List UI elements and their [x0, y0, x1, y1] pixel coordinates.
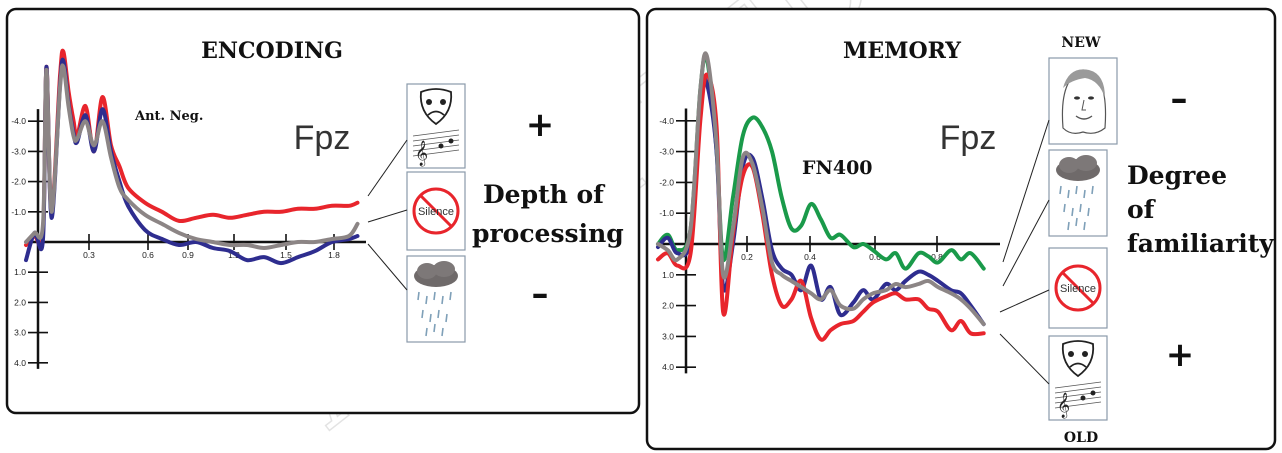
memory-panel: MEMORY Fpz FN400 -4.0 -3.0 -2.0 -1.0 1.0 2.0 3… [645, 7, 1277, 451]
y-tick-label: -2.0 [659, 177, 674, 187]
theater-mask-music-icon: 𝄞 [406, 83, 466, 169]
y-tick-label: 1.0 [662, 270, 674, 280]
memory-plot: -4.0 -3.0 -2.0 -1.0 1.0 2.0 3.0 4.0 0.2 0.4 0.6 0.8 [656, 51, 1000, 374]
encoding-frame [5, 7, 641, 415]
new-label: NEW [1061, 35, 1100, 51]
y-tick-label: 1.0 [14, 267, 26, 277]
connector-line [367, 243, 408, 291]
minus-sign: – [532, 274, 549, 314]
encoding-title: ENCODING [201, 38, 343, 64]
y-tick-label: -1.0 [659, 208, 674, 218]
encoding-panel: ENCODING Fpz Ant. Neg. -4.0 -3.0 -2.0 -1.0 1… [5, 7, 641, 415]
encoding-plot: -4.0-3.0-2.0-1.01.02.03.04.00.3 0.6 0.9 1.2… [11, 48, 366, 369]
y-tick-label: 4.0 [14, 358, 26, 368]
x-tick-label: 0.9 [182, 250, 194, 260]
x-tick-label: 0.6 [142, 250, 154, 260]
familiarity-label-line3: familiarity [1127, 229, 1275, 258]
y-tick-label: -2.0 [11, 177, 26, 187]
erp-trace-gray [656, 51, 986, 327]
y-tick-label: -1.0 [11, 207, 26, 217]
familiarity-label-line1: Degree [1127, 161, 1227, 190]
familiarity-label-line2: of [1127, 195, 1157, 224]
connector-line [367, 209, 408, 223]
minus-sign: – [1171, 79, 1188, 119]
x-tick-label: 0.6 [869, 252, 881, 262]
x-tick-label: 1.5 [280, 250, 292, 260]
erp-trace-blue [656, 74, 986, 327]
plus-sign: + [1166, 335, 1195, 375]
svg-text:𝄞: 𝄞 [1057, 392, 1070, 418]
rain-cloud-icon [406, 255, 466, 343]
face-portrait-icon [1048, 57, 1118, 145]
memory-frame [645, 7, 1277, 451]
memory-title: MEMORY [843, 38, 961, 64]
memory-electrode-label: Fpz [940, 119, 997, 157]
y-tick-label: -4.0 [11, 116, 26, 126]
y-tick-label: 3.0 [662, 331, 674, 341]
silence-label: Silence [418, 206, 454, 218]
x-tick-label: 0.2 [741, 252, 753, 262]
y-tick-label: 2.0 [662, 301, 674, 311]
depth-label-line2: processing [472, 219, 624, 248]
y-tick-label: -3.0 [659, 147, 674, 157]
y-tick-label: -3.0 [11, 146, 26, 156]
x-tick-label: 0.3 [83, 250, 95, 260]
y-tick-label: 4.0 [662, 362, 674, 372]
memory-icon-column: Silence 𝄞 [999, 57, 1118, 421]
old-label: OLD [1064, 430, 1098, 446]
ant-neg-annotation: Ant. Neg. [134, 109, 203, 124]
plus-sign: + [526, 105, 555, 145]
theater-mask-music-icon: 𝄞 [1048, 335, 1108, 421]
connector-line [1002, 119, 1050, 263]
rain-cloud-icon [1048, 149, 1108, 237]
depth-label-line1: Depth of [483, 180, 606, 209]
y-tick-label: 3.0 [14, 328, 26, 338]
silence-icon: Silence [406, 171, 466, 251]
connector-line [1002, 199, 1050, 287]
connector-line [367, 139, 408, 197]
svg-text:𝄞: 𝄞 [415, 140, 428, 166]
y-tick-label: 2.0 [14, 297, 26, 307]
fn400-annotation: FN400 [802, 157, 873, 179]
y-tick-label: -4.0 [659, 116, 674, 126]
x-tick-label: 0.8 [931, 252, 943, 262]
x-tick-label: 1.8 [328, 250, 340, 260]
silence-label: Silence [1060, 283, 1096, 295]
encoding-electrode-label: Fpz [294, 119, 351, 157]
silence-icon: Silence [1048, 247, 1108, 329]
connector-line [999, 333, 1050, 385]
encoding-icon-column: 𝄞 Silence [367, 83, 466, 343]
connector-line [999, 289, 1050, 313]
x-tick-label: 0.4 [804, 252, 816, 262]
erp-trace-gray [24, 63, 360, 250]
